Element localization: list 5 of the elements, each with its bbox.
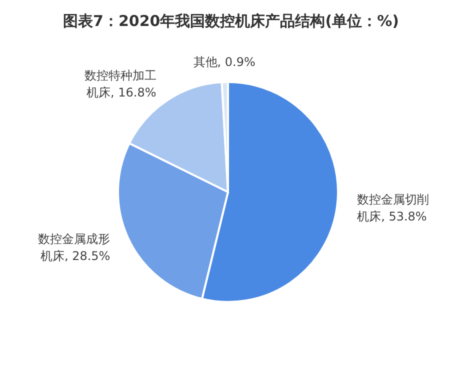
slice-label: 其他, 0.9%	[193, 55, 256, 70]
chart-title: 图表7：2020年我国数控机床产品结构(单位：%)	[63, 12, 399, 30]
slice-label: 数控金属成形机床, 28.5%	[38, 232, 110, 263]
slice-label: 数控金属切削机床, 53.8%	[357, 192, 430, 224]
slice-label: 数控特种加工机床, 16.8%	[84, 68, 156, 100]
